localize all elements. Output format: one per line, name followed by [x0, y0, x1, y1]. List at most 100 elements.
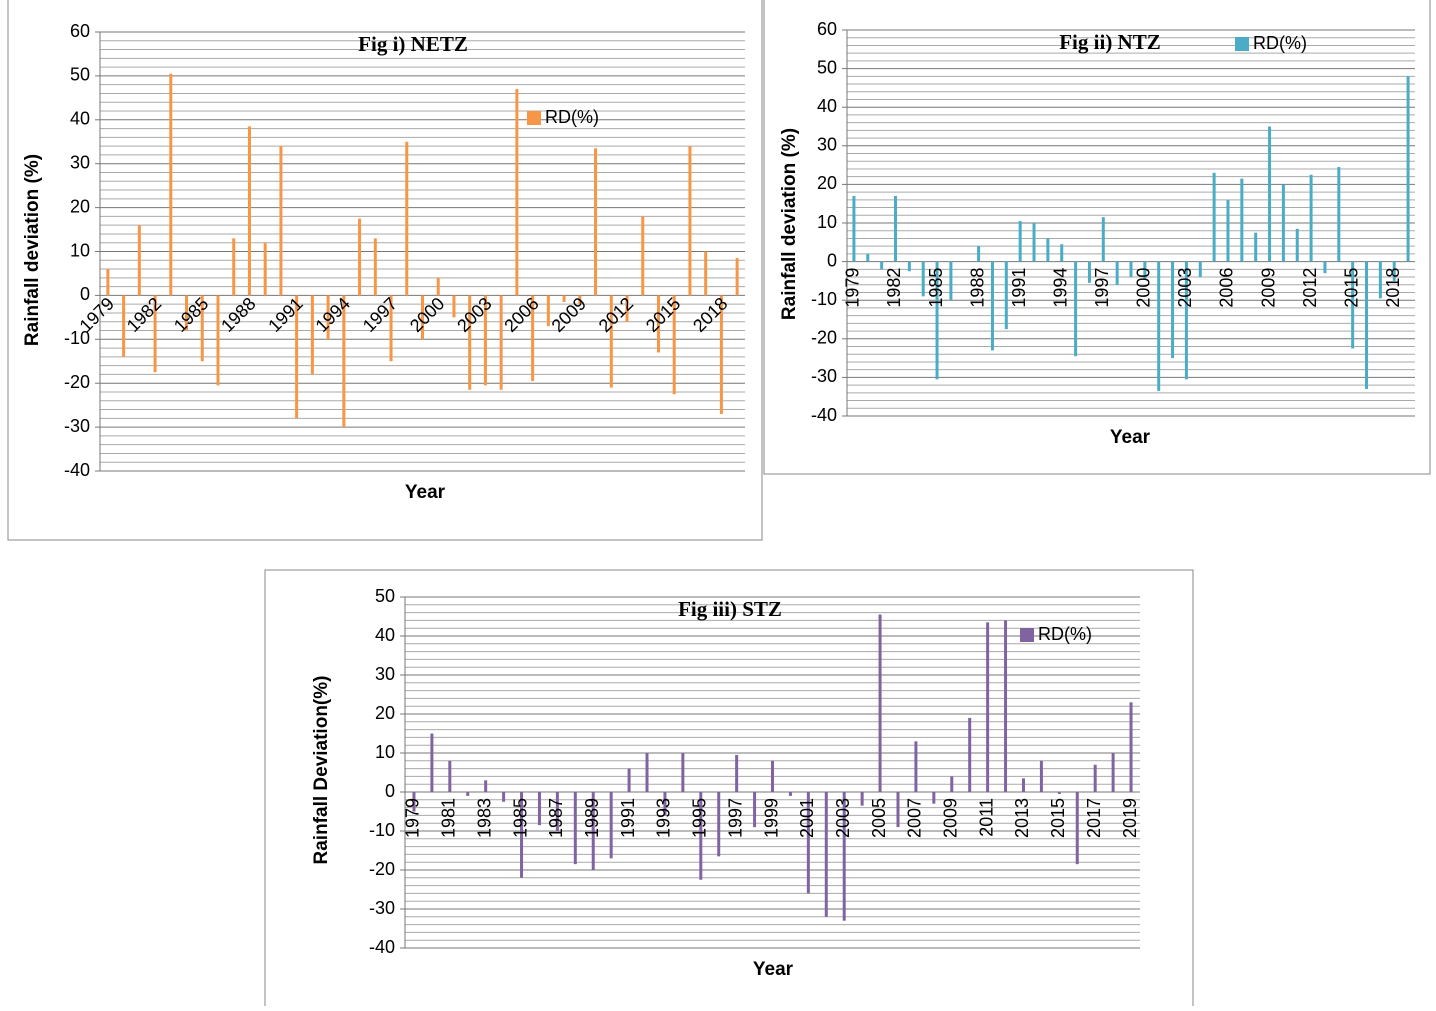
- y-tick-label: -40: [811, 405, 837, 425]
- x-tick-label: 1985: [510, 798, 530, 838]
- x-tick-label: 2015: [1048, 798, 1068, 838]
- bar: [645, 753, 649, 792]
- x-tick-label: 2013: [1012, 798, 1032, 838]
- bar: [880, 261, 884, 270]
- bar: [436, 277, 440, 296]
- x-tick-label: 1993: [654, 798, 674, 838]
- y-tick-label: -10: [369, 820, 395, 840]
- x-axis-label: Year: [753, 959, 794, 980]
- bar: [866, 253, 870, 262]
- x-tick-label: 1999: [761, 798, 781, 838]
- bar: [185, 295, 189, 331]
- bar: [412, 792, 416, 812]
- bar: [502, 792, 506, 802]
- x-tick-label: 1991: [618, 798, 638, 838]
- bar: [1087, 261, 1091, 283]
- y-tick-label: 20: [375, 703, 395, 723]
- chart-title: Fig i) NETZ: [358, 32, 468, 56]
- x-tick-label: 2019: [1120, 798, 1140, 838]
- y-tick-label: 60: [70, 21, 90, 41]
- bar: [968, 717, 972, 792]
- bar: [1157, 261, 1161, 391]
- bar: [609, 295, 613, 388]
- legend-label: RD(%): [1038, 624, 1092, 644]
- bar: [1323, 261, 1327, 274]
- y-tick-label: 10: [375, 742, 395, 762]
- bar: [1365, 261, 1369, 389]
- bar: [216, 295, 220, 386]
- y-tick-label: 40: [375, 625, 395, 645]
- bar: [537, 792, 541, 826]
- x-tick-label: 2017: [1084, 798, 1104, 838]
- bar: [1198, 261, 1202, 278]
- bar: [704, 251, 708, 296]
- x-tick-label: 1981: [439, 798, 459, 838]
- y-tick-label: 20: [817, 173, 837, 193]
- bar: [594, 148, 598, 296]
- bar: [1039, 760, 1043, 792]
- x-tick-label: 1985: [170, 293, 212, 335]
- bar: [688, 146, 692, 296]
- bar: [520, 792, 524, 878]
- x-tick-label: 2012: [595, 293, 637, 335]
- y-tick-label: 50: [817, 57, 837, 77]
- bar: [949, 261, 953, 301]
- bar: [990, 261, 994, 351]
- x-tick-label: 1995: [690, 798, 710, 838]
- bar: [824, 792, 828, 917]
- y-tick-label: 50: [70, 65, 90, 85]
- bar: [935, 261, 939, 380]
- bar: [1004, 261, 1008, 330]
- x-tick-label: 1991: [1009, 268, 1029, 308]
- x-tick-label: 1987: [546, 798, 566, 838]
- bar: [788, 792, 792, 796]
- bar: [358, 218, 362, 296]
- bar: [1406, 76, 1410, 262]
- bar: [247, 126, 251, 296]
- bar: [573, 792, 577, 865]
- y-tick-label: 50: [375, 586, 395, 606]
- x-tick-label: 2018: [1383, 268, 1403, 308]
- bar: [1254, 232, 1258, 262]
- y-tick-label: 30: [375, 664, 395, 684]
- x-tick-label: 1988: [967, 268, 987, 308]
- bar: [1101, 217, 1105, 262]
- bar: [719, 295, 723, 414]
- bar: [483, 295, 487, 386]
- x-tick-label: 1979: [403, 798, 423, 838]
- bar: [641, 216, 645, 296]
- bar: [977, 246, 981, 262]
- y-tick-label: 60: [817, 19, 837, 39]
- x-tick-label: 1997: [725, 798, 745, 838]
- bar: [1240, 178, 1244, 262]
- bar: [1378, 261, 1382, 299]
- bar: [735, 754, 739, 792]
- bar: [1075, 792, 1079, 865]
- bar: [562, 295, 566, 302]
- bar: [914, 741, 918, 792]
- legend-swatch: [1020, 628, 1034, 642]
- bar: [106, 269, 110, 296]
- x-tick-label: 1982: [123, 293, 165, 335]
- bar: [921, 261, 925, 297]
- x-tick-label: 2018: [689, 293, 731, 335]
- y-tick-label: 10: [817, 212, 837, 232]
- bar: [1115, 261, 1119, 285]
- bar: [1309, 174, 1313, 262]
- x-tick-label: 2015: [642, 293, 684, 335]
- y-tick-label: -10: [64, 328, 90, 348]
- bar: [555, 792, 559, 831]
- x-tick-label: 2000: [406, 293, 448, 335]
- legend-label: RD(%): [545, 107, 599, 127]
- x-tick-label: 1988: [217, 293, 259, 335]
- bar: [515, 89, 519, 296]
- bar: [452, 295, 456, 318]
- bar: [1392, 261, 1396, 281]
- x-tick-label: 2012: [1300, 268, 1320, 308]
- y-axis-label: Rainfall Deviation(%): [311, 676, 332, 865]
- bar: [591, 792, 595, 870]
- bar: [699, 792, 703, 880]
- bar: [1004, 620, 1008, 792]
- y-tick-label: 0: [80, 284, 90, 304]
- y-tick-label: 30: [70, 152, 90, 172]
